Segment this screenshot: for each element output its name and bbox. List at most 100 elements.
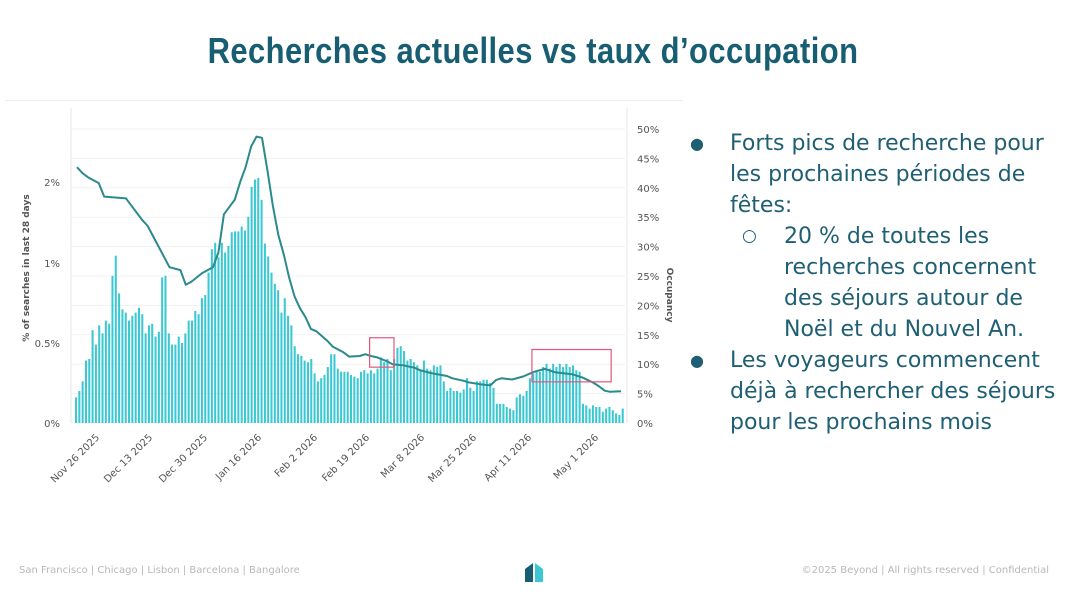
search-bar xyxy=(277,290,280,423)
search-bar xyxy=(187,320,190,423)
search-bar xyxy=(479,381,482,423)
footer-locations: San Francisco | Chicago | Lisbon | Barce… xyxy=(19,565,300,576)
search-bar xyxy=(224,252,227,423)
search-bar xyxy=(320,378,323,423)
x-tick-label: Mar 8 2026 xyxy=(379,432,427,480)
search-bar xyxy=(601,411,604,423)
search-bar xyxy=(565,363,568,423)
search-bar xyxy=(581,403,584,423)
search-bar xyxy=(512,410,515,423)
search-bar xyxy=(465,378,469,423)
search-bar xyxy=(260,199,263,423)
search-bar xyxy=(588,408,591,423)
search-bar xyxy=(446,391,449,423)
sub-bullet-text-1: 20 % de toutes les recherches concernent… xyxy=(784,224,1037,342)
y2-tick-label: 45% xyxy=(637,154,659,165)
search-bar xyxy=(439,365,442,423)
search-bar xyxy=(310,359,313,423)
search-bar xyxy=(366,373,369,423)
y2-tick-label: 50% xyxy=(637,125,659,136)
search-bar xyxy=(442,381,445,423)
search-bar xyxy=(75,397,78,423)
search-bar xyxy=(485,379,488,423)
search-bar xyxy=(403,351,406,423)
search-bar xyxy=(177,336,180,423)
search-bar xyxy=(98,325,101,423)
search-bar xyxy=(436,367,439,423)
y2-tick-label: 25% xyxy=(637,272,659,283)
search-bar xyxy=(257,177,260,423)
y2-tick-label: 15% xyxy=(637,331,659,342)
search-bar xyxy=(552,363,555,423)
search-bar xyxy=(538,371,541,423)
search-bar xyxy=(296,354,300,423)
highlight-box xyxy=(369,337,395,368)
search-bar xyxy=(499,403,502,423)
search-bar xyxy=(532,373,535,423)
search-bar xyxy=(535,371,538,423)
search-bar xyxy=(91,330,94,423)
search-bar xyxy=(509,408,512,423)
search-bar xyxy=(515,397,518,423)
search-bar xyxy=(137,307,140,423)
search-bar xyxy=(167,333,170,423)
search-bar xyxy=(611,410,614,423)
search-bar xyxy=(525,391,528,423)
search-bar xyxy=(283,298,286,423)
search-bar xyxy=(578,371,581,423)
search-bar xyxy=(379,357,382,423)
x-tick-label: Dec 30 2025 xyxy=(157,432,210,485)
search-bar xyxy=(422,360,425,423)
search-bar xyxy=(134,312,137,423)
x-tick-label: May 1 2026 xyxy=(552,432,601,481)
search-bar xyxy=(449,387,452,423)
search-bar xyxy=(273,283,276,423)
search-bar xyxy=(545,363,548,423)
search-bar xyxy=(353,376,356,423)
x-tick-label: Dec 13 2025 xyxy=(102,432,155,485)
highlight-box xyxy=(531,348,612,383)
search-bar xyxy=(118,293,121,423)
search-bar xyxy=(157,331,160,423)
bullet-item-1: ● Forts pics de recherche pour les proch… xyxy=(688,128,1060,221)
x-tick-label: Apr 11 2026 xyxy=(483,432,535,484)
search-bar xyxy=(472,391,475,423)
search-bar xyxy=(495,403,498,423)
search-bar xyxy=(267,256,270,423)
search-bar xyxy=(462,389,465,423)
search-bar xyxy=(323,375,326,423)
search-bar xyxy=(489,383,492,423)
search-bar xyxy=(452,391,455,423)
search-bar xyxy=(243,230,247,423)
search-bar xyxy=(340,371,343,423)
y2-axis-title: Occupancy xyxy=(664,268,674,323)
search-bar xyxy=(124,312,127,423)
x-tick-label: Feb 2 2026 xyxy=(273,432,320,479)
search-bar xyxy=(333,354,336,423)
search-bar xyxy=(383,362,386,423)
search-bar xyxy=(356,378,359,423)
search-bar xyxy=(128,320,131,423)
bullet-text-2: Les voyageurs commencent déjà à recherch… xyxy=(730,348,1056,435)
search-bar xyxy=(111,275,114,423)
search-bar xyxy=(409,359,412,423)
x-tick-label: Jan 16 2026 xyxy=(213,432,264,483)
y-axis-title: % of searches in last 28 days xyxy=(22,194,32,341)
search-bar xyxy=(234,231,237,423)
search-bar xyxy=(184,333,187,423)
search-bar xyxy=(141,314,144,423)
search-bar xyxy=(369,370,372,423)
search-bar xyxy=(194,311,197,423)
chart-frame xyxy=(5,100,683,491)
search-bar xyxy=(94,344,97,423)
search-bar xyxy=(456,391,459,423)
search-bar xyxy=(316,381,319,423)
search-bar xyxy=(608,407,611,423)
search-bar xyxy=(237,231,240,423)
search-bar xyxy=(164,275,167,423)
search-bar xyxy=(303,360,306,423)
search-bar xyxy=(204,295,207,423)
search-bar xyxy=(101,333,104,423)
search-bar xyxy=(605,408,608,423)
search-bar xyxy=(376,368,379,423)
